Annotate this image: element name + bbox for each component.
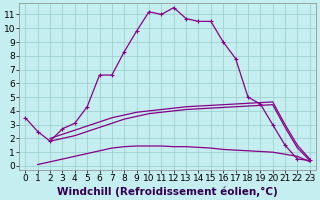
X-axis label: Windchill (Refroidissement éolien,°C): Windchill (Refroidissement éolien,°C) — [57, 186, 278, 197]
